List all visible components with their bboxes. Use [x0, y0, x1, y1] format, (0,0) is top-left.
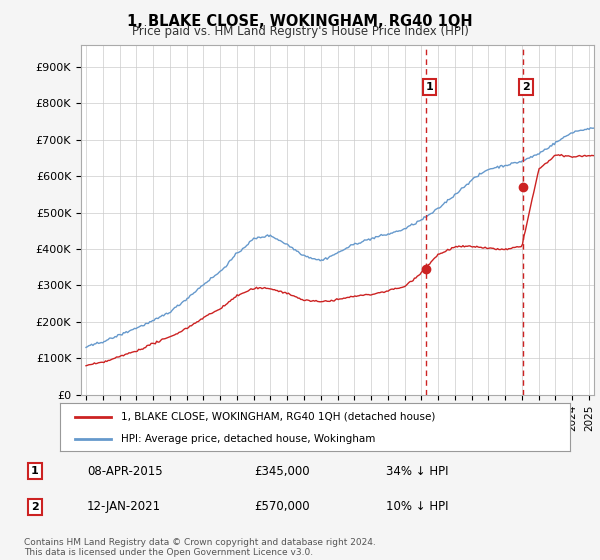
- Text: Price paid vs. HM Land Registry's House Price Index (HPI): Price paid vs. HM Land Registry's House …: [131, 25, 469, 38]
- Text: 08-APR-2015: 08-APR-2015: [87, 464, 163, 478]
- Text: 10% ↓ HPI: 10% ↓ HPI: [386, 500, 449, 514]
- Text: Contains HM Land Registry data © Crown copyright and database right 2024.
This d: Contains HM Land Registry data © Crown c…: [24, 538, 376, 557]
- Text: £570,000: £570,000: [254, 500, 310, 514]
- Text: HPI: Average price, detached house, Wokingham: HPI: Average price, detached house, Woki…: [121, 434, 376, 444]
- Text: £345,000: £345,000: [254, 464, 310, 478]
- Text: 1, BLAKE CLOSE, WOKINGHAM, RG40 1QH (detached house): 1, BLAKE CLOSE, WOKINGHAM, RG40 1QH (det…: [121, 412, 436, 422]
- Text: 2: 2: [522, 82, 530, 92]
- Text: 2: 2: [31, 502, 39, 512]
- Text: 1, BLAKE CLOSE, WOKINGHAM, RG40 1QH: 1, BLAKE CLOSE, WOKINGHAM, RG40 1QH: [127, 14, 473, 29]
- Text: 1: 1: [425, 82, 433, 92]
- Text: 34% ↓ HPI: 34% ↓ HPI: [386, 464, 449, 478]
- Text: 1: 1: [31, 466, 39, 476]
- Text: 12-JAN-2021: 12-JAN-2021: [87, 500, 161, 514]
